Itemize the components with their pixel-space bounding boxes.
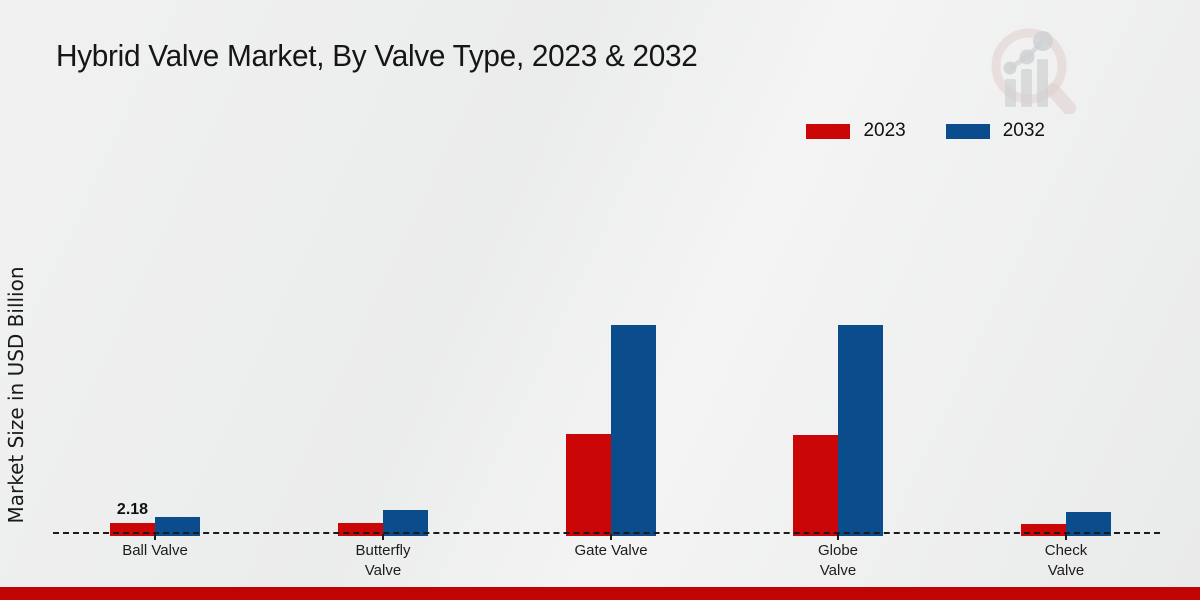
legend-swatch-2023 [806,123,851,139]
bar-2023-globe-valve [793,435,838,536]
x-tick-check-valve [1065,534,1067,540]
bar-2032-butterfly-valve [383,510,428,536]
legend-label-2023: 2023 [863,120,906,141]
bar-2023-check-valve [1021,524,1066,536]
bar-2023-butterfly-valve [338,523,383,536]
bar-2023-gate-valve [566,434,611,536]
x-tick-gate-valve [610,534,612,540]
legend: 2023 2032 [806,120,1045,142]
x-tick-label-check-valve: Check Valve [1044,542,1088,579]
bar-2032-globe-valve [838,325,883,536]
x-tick-ball-valve [154,534,156,540]
x-tick-globe-valve [837,534,839,540]
footer-accent-bar [0,587,1200,600]
bar-2032-ball-valve [155,517,200,536]
x-tick-label-ball-valve: Ball Valve [122,542,188,559]
bar-2023-ball-valve [110,523,155,536]
bar-2032-gate-valve [611,325,656,536]
x-tick-butterfly-valve [382,534,384,540]
x-tick-label-globe-valve: Globe Valve [817,542,859,579]
chart-title: Hybrid Valve Market, By Valve Type, 2023… [56,38,698,73]
legend-label-2032: 2032 [1002,120,1045,141]
magnifier-bar-chart-logo-watermark [991,28,1076,114]
legend-item-2032: 2032 [945,120,1045,142]
x-tick-label-gate-valve: Gate Valve [574,542,648,559]
legend-item-2023: 2023 [806,120,906,142]
legend-swatch-2032 [945,123,990,139]
data-label-2023-ball-valve: 2.18 [116,501,149,518]
x-axis-baseline [53,532,1160,534]
x-tick-label-butterfly-valve: Butterfly Valve [355,542,411,579]
